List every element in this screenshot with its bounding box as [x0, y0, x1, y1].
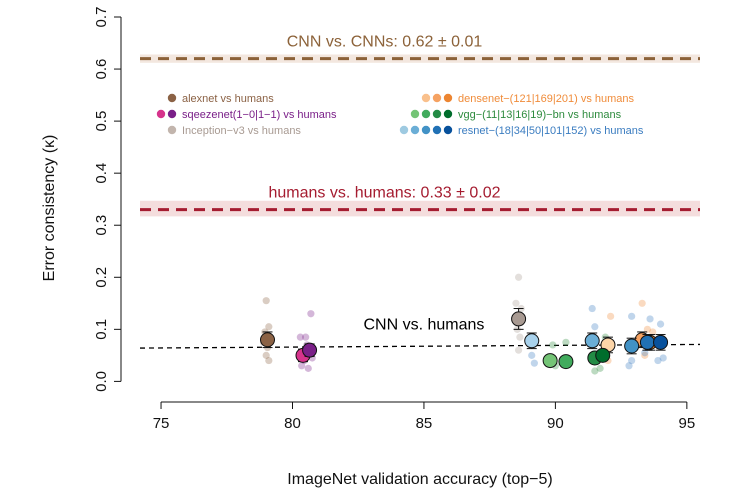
scatter-point [607, 312, 615, 320]
cnn-vs-humans-label: CNN vs. humans [363, 316, 484, 333]
scatter-point [591, 323, 599, 331]
mean-point [558, 354, 574, 370]
scatter-point [591, 367, 599, 375]
mean-point [584, 333, 600, 349]
y-tick-label: 0.1 [93, 319, 110, 340]
y-tick-label: 0.4 [93, 163, 110, 184]
scatter-point [265, 323, 273, 331]
legend-marker [443, 125, 453, 135]
scatter-point [302, 333, 310, 341]
scatter-point [646, 315, 654, 323]
y-tick-label: 0.7 [93, 7, 110, 28]
scatter-point [528, 351, 536, 359]
legend-marker [432, 93, 442, 103]
legend-marker [421, 109, 431, 119]
legend-marker [167, 109, 177, 119]
y-axis-title: Error consistency (κ) [41, 135, 58, 282]
legend-marker [443, 109, 453, 119]
scatter-point [641, 349, 649, 357]
legend-marker [421, 125, 431, 135]
mean-points [260, 308, 669, 370]
x-tick-label: 95 [679, 415, 696, 432]
scatter-point [514, 273, 523, 281]
scatter-point [296, 333, 304, 341]
legend-label: vgg−(11|13|16|19)−bn vs humans [458, 109, 622, 121]
scatter-point [659, 354, 667, 362]
mean-point [595, 347, 611, 363]
scatter-point [641, 351, 649, 359]
y-tick-label: 0.3 [93, 215, 110, 236]
scatter-point [265, 356, 273, 365]
scatter-point [656, 320, 665, 328]
scatter-point [562, 338, 570, 346]
legend-label: sqeezenet(1−0|1−1) vs humans [182, 109, 337, 121]
mean-point [524, 333, 540, 349]
y-tick-label: 0.6 [93, 59, 110, 80]
mean-point [302, 342, 318, 358]
scatter-point [530, 359, 538, 367]
reference-lines: CNN vs. CNNs: 0.62 ± 0.01 humans vs. huma… [139, 34, 701, 349]
cnn-vs-cnns-label: CNN vs. CNNs: 0.62 ± 0.01 [287, 34, 483, 51]
legend: alexnet vs humans sqeezenet(1−0|1−1) vs h… [156, 93, 644, 137]
legend-label: alexnet vs humans [182, 93, 274, 105]
scatter-point [307, 310, 315, 318]
mean-point [624, 338, 640, 354]
scatter-point [304, 364, 312, 372]
scatter-point [643, 325, 652, 333]
scatter-point [596, 364, 604, 372]
scatter-point [638, 299, 646, 307]
scatter-point [549, 341, 557, 349]
cnn-vs-humans-line [139, 343, 701, 349]
scatter-point [516, 333, 524, 341]
legend-marker [432, 109, 442, 119]
x-axis-title: ImageNet validation accuracy (top−5) [287, 471, 552, 488]
legend-marker [156, 109, 166, 119]
mean-point [653, 334, 669, 350]
legend-marker [399, 125, 409, 135]
y-tick-label: 0.2 [93, 267, 110, 288]
legend-marker [167, 93, 177, 103]
mean-point [639, 334, 655, 350]
humans-vs-humans-label: humans vs. humans: 0.33 ± 0.02 [268, 185, 500, 202]
scatter-point [588, 304, 596, 313]
legend-marker [432, 125, 442, 135]
y-tick-label: 0.5 [93, 111, 110, 132]
x-tick-label: 75 [153, 415, 170, 432]
x-tick-label: 90 [547, 415, 564, 432]
axes: 0.0 0.1 0.2 0.3 0.4 0.5 0.6 0.7 75 80 85 90 95 [93, 7, 695, 432]
legend-marker [410, 125, 420, 135]
legend-marker [443, 93, 453, 103]
scatter-point [262, 351, 270, 359]
scatter-point [649, 328, 657, 336]
scatter-point [262, 297, 270, 305]
legend-marker [421, 93, 431, 103]
mean-point [511, 311, 527, 327]
scatter-point [628, 312, 636, 320]
scatter-point [628, 356, 636, 365]
legend-label: Inception−v3 vs humans [182, 125, 301, 137]
legend-label: densenet−(121|169|201) vs humans [458, 93, 635, 105]
legend-marker [167, 125, 177, 135]
scatter-point [298, 362, 306, 370]
y-tick-label: 0.0 [93, 371, 110, 392]
mean-point [542, 353, 558, 369]
scatter-point [654, 356, 662, 365]
scatter-point [514, 346, 523, 354]
scatter-point [625, 362, 633, 370]
x-tick-label: 85 [416, 415, 433, 432]
scatter-point [512, 299, 520, 307]
legend-label: resnet−(18|34|50|101|152) vs humans [458, 125, 644, 137]
mean-point [260, 332, 276, 348]
x-tick-label: 80 [284, 415, 301, 432]
legend-marker [410, 109, 420, 119]
